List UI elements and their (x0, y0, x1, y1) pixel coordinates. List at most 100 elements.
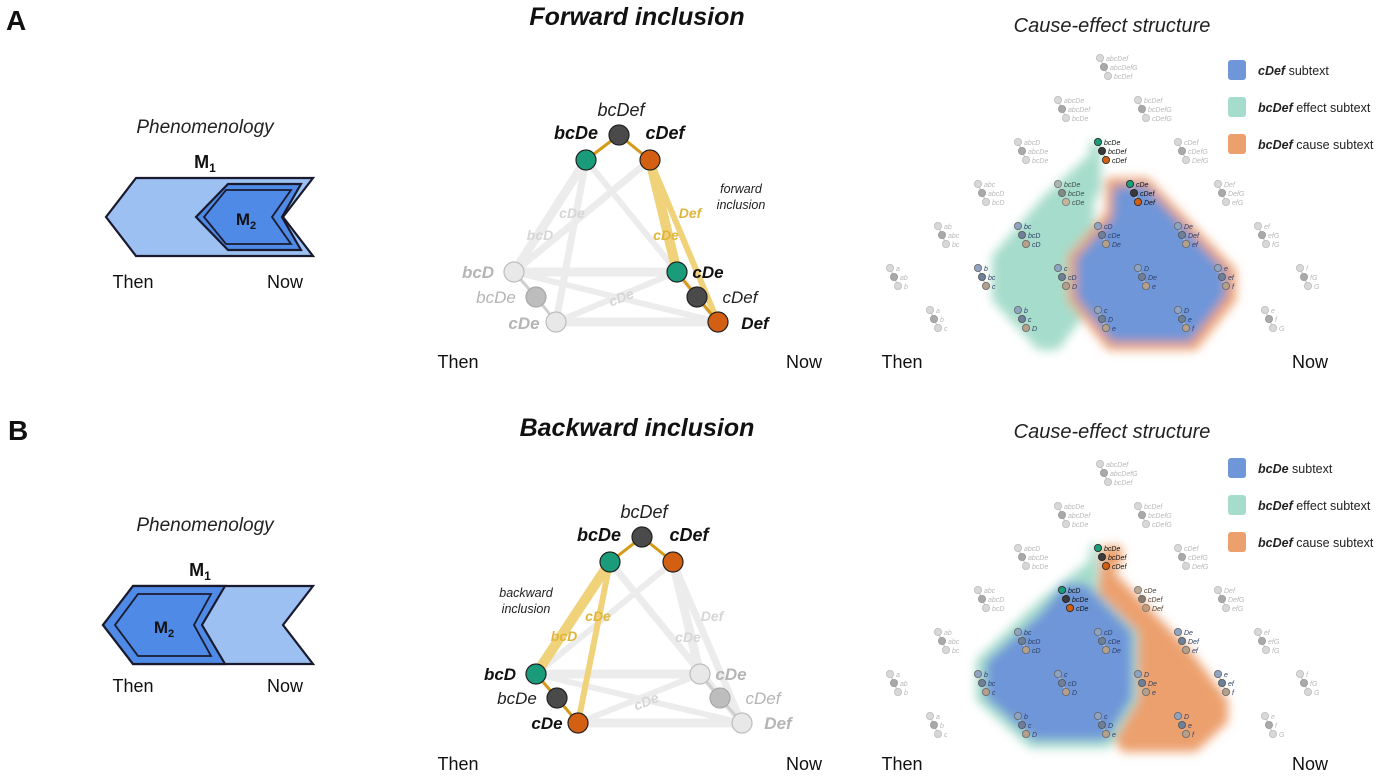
ces-node (886, 670, 895, 679)
ces-node-label: abcDe (1064, 504, 1084, 511)
ces-node-label: bcDe (1032, 158, 1048, 165)
ces-node-label: cDefG (1152, 522, 1172, 529)
ces-node (1098, 230, 1107, 239)
ces-node-label: bcDefG (1148, 513, 1172, 520)
legend-label: bcDef effect subtext (1258, 101, 1371, 115)
ces-node (1098, 146, 1107, 155)
ces-node (1218, 595, 1227, 604)
ces-node-label: Def (1224, 588, 1236, 595)
ces-node (1138, 679, 1147, 688)
ces-trio: bcD (1014, 305, 1037, 333)
ces-node-label: De (1184, 630, 1193, 637)
ces-node-label: b (1024, 714, 1028, 721)
ces-node (1138, 272, 1147, 281)
ces-node (1062, 197, 1071, 206)
ces-node (1094, 221, 1103, 230)
ces-node (1094, 712, 1103, 721)
legend-swatch (1228, 60, 1246, 80)
ces-trio: ab abc bc (934, 221, 960, 249)
ces-node (1018, 637, 1027, 646)
ces-node-label: fG (1310, 275, 1318, 282)
ces-node-label: f (1232, 284, 1235, 291)
ces-node (1261, 305, 1270, 314)
ces-node (1054, 263, 1063, 272)
ces-trio: D De e (1134, 263, 1157, 291)
ces-node-label: c (1028, 723, 1032, 730)
ces-node (1102, 155, 1111, 164)
node-left-bottom-b (567, 712, 589, 734)
ces-now-b: Now (1292, 754, 1329, 774)
ces-node (934, 323, 943, 332)
ces-node (1296, 670, 1305, 679)
ces-node-label: cDef (1184, 546, 1199, 553)
ces-node (1134, 197, 1143, 206)
ces-node (1022, 155, 1031, 164)
legend-swatch (1228, 97, 1246, 117)
ces-node-label: ef (1264, 224, 1271, 231)
highlight-edge-label: cDe (653, 227, 679, 243)
node-left-top-a (503, 261, 525, 283)
ces-trio: ccD D (1054, 670, 1077, 697)
node-label-left-bottom-a: cDe (508, 314, 539, 333)
ces-node (1214, 670, 1223, 679)
ces-node-label: bcDe (1104, 140, 1120, 147)
cause-effect-structure-b: Cause-effect structure abcDefabcDefGbcDe… (881, 421, 1373, 774)
ces-node (1300, 679, 1309, 688)
ces-node (1130, 188, 1139, 197)
ces-node (1098, 314, 1107, 323)
ces-node (1062, 114, 1071, 123)
ces-node-label: ef (1228, 681, 1235, 688)
legend-item: cDef subtext (1228, 60, 1329, 80)
ces-node (1304, 688, 1313, 697)
ces-node-label: cD (1068, 681, 1077, 688)
ces-node (1094, 305, 1103, 314)
ces-node (1296, 263, 1305, 272)
ces-node-label: bcD (992, 200, 1004, 207)
ces-node-label: cDefG (1188, 149, 1208, 156)
ces-node (1018, 230, 1027, 239)
ces-node-label: D (1144, 266, 1149, 273)
ces-node-label: bcD (1028, 639, 1040, 646)
ces-then-b: Then (881, 754, 922, 774)
ces-node-label: bc (988, 275, 996, 282)
ces-node-label: cD (1032, 242, 1041, 249)
ces-now-a: Now (1292, 352, 1329, 372)
ces-node-label: bcDef (1144, 504, 1163, 511)
ces-node (1014, 137, 1023, 146)
ces-node-label: cD (1068, 275, 1077, 282)
ces-node (1261, 712, 1270, 721)
ces-node (938, 637, 947, 646)
ces-node-label: bcD (1028, 233, 1040, 240)
ces-node-label: cD (1104, 224, 1113, 231)
ces-node-label: c (1104, 308, 1108, 315)
highlight-edge-label: cDe (585, 608, 611, 624)
node-right-mid-b (709, 687, 731, 709)
node-top-left-a (575, 149, 597, 171)
node-label-left-top-b: bcD (484, 665, 516, 684)
legend-item: bcDef cause subtext (1228, 532, 1374, 552)
phenomenology-title-b: Phenomenology (136, 515, 275, 536)
ces-node (1022, 323, 1031, 332)
ces-node (1174, 544, 1183, 553)
ces-node (1222, 281, 1231, 290)
ces-node-label: bc (988, 681, 996, 688)
ces-node-label: DefG (1228, 191, 1245, 198)
ces-node-label: D (1144, 672, 1149, 679)
legend-label: bcDe subtext (1258, 462, 1333, 476)
ces-node-label: b (984, 672, 988, 679)
ces-node (1098, 721, 1107, 730)
ces-trio: Def (1174, 305, 1195, 333)
ces-node-label: D (1184, 308, 1189, 315)
ces-node-label: f (1232, 690, 1235, 697)
ces-node (982, 197, 991, 206)
ces-node-label: efG (1232, 200, 1244, 207)
ces-node (1222, 197, 1231, 206)
faded-edge-label: cDe (559, 205, 585, 221)
ces-trio: aab b (886, 670, 908, 697)
node-left-bottom-a (545, 311, 567, 333)
node-label-right-mid-a: cDef (723, 288, 760, 307)
ces-node (1100, 468, 1109, 477)
ces-node (1062, 281, 1071, 290)
ces-node (1182, 155, 1191, 164)
m1-label-a: M1 (194, 152, 216, 175)
